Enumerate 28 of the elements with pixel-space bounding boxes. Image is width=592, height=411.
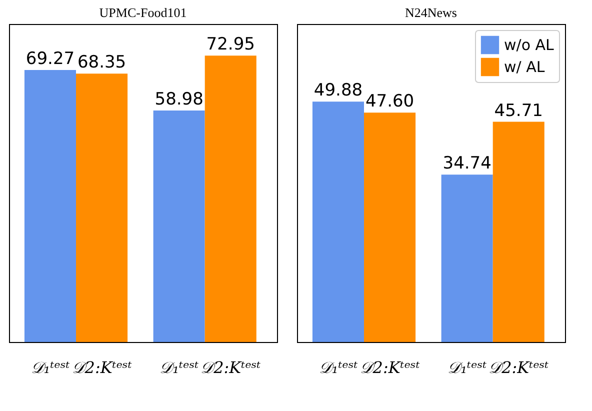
x-tick-label: 𝒟₁ᵗᵉˢᵗ [30,358,70,377]
x-tick-label: 𝒟₁ᵗᵉˢᵗ [160,358,199,377]
bar [24,70,76,342]
chart-title: UPMC-Food101 [99,5,187,20]
x-tick-label: 𝒟₁ᵗᵉˢᵗ [448,358,487,377]
x-tick-label: 𝒟2:Kᵗᵉˢᵗ [200,358,261,377]
legend-label: w/ AL [504,58,546,76]
chart-title: N24News [405,5,457,20]
bar [76,74,128,342]
data-label: 49.88 [314,80,363,101]
data-label: 69.27 [26,49,75,70]
bar [441,174,493,342]
legend-label: w/o AL [504,36,555,54]
data-label: 68.35 [77,52,126,73]
data-label: 34.74 [442,154,492,174]
bar [312,102,364,342]
x-tick-label: 𝒟₁ᵗᵉˢᵗ [318,358,358,377]
data-label: 58.98 [154,89,204,110]
bar [364,112,416,342]
bar [204,56,256,342]
data-label: 47.60 [365,92,414,112]
bar [153,110,205,342]
data-label: 72.95 [206,34,255,55]
x-tick-label: 𝒟2:Kᵗᵉˢᵗ [360,358,420,377]
x-tick-label: 𝒟2:Kᵗᵉˢᵗ [72,358,132,377]
x-tick-label: 𝒟2:Kᵗᵉˢᵗ [488,358,549,377]
data-label: 45.71 [494,100,543,121]
bar [492,122,544,342]
